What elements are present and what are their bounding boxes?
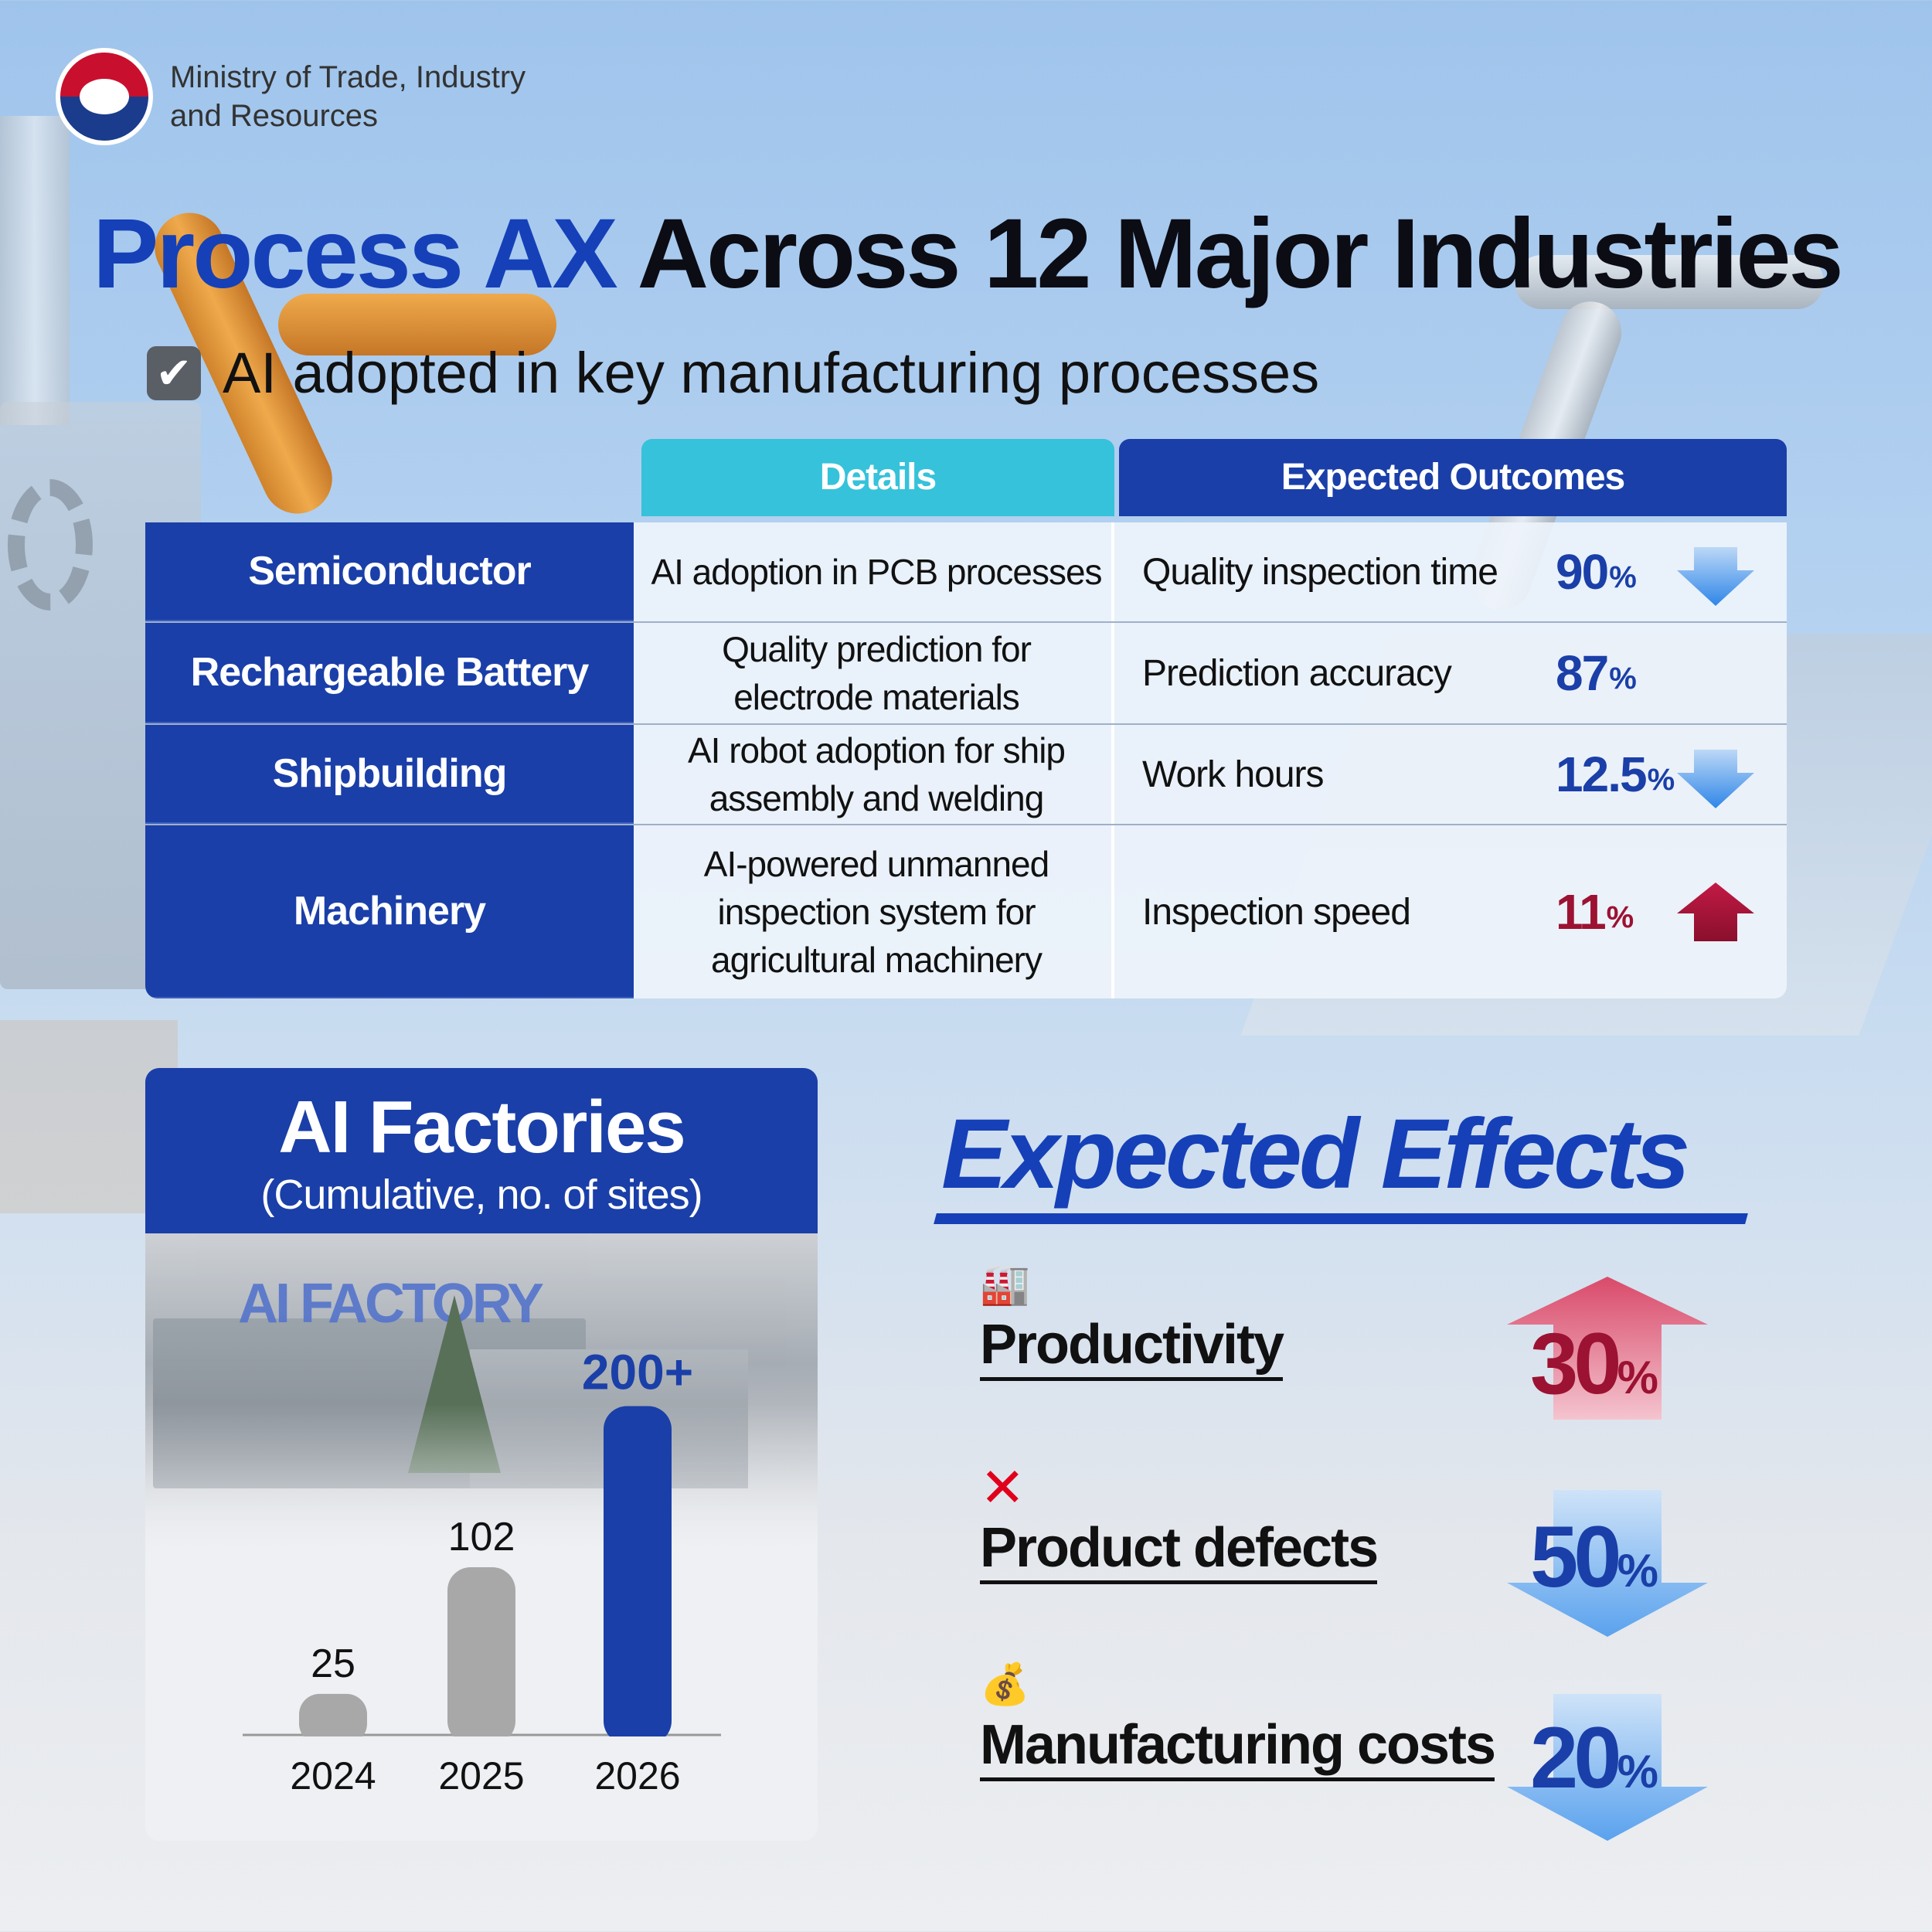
outcome-number: 12.5 <box>1556 747 1648 802</box>
effect-number: 30 <box>1530 1315 1622 1412</box>
page-title: Process AX Across 12 Major Industries <box>93 197 1844 311</box>
details-cell: AI adoption in PCB processes <box>641 522 1114 621</box>
outcome-number: 11 <box>1556 884 1607 940</box>
taegeuk-emblem-icon <box>56 48 153 145</box>
effect-unit: % <box>1617 1545 1658 1597</box>
table-body: Semiconductor AI adoption in PCB process… <box>145 522 1787 998</box>
subtitle-text: AI adopted in key manufacturing processe… <box>223 341 1320 405</box>
effect-product-defects: ✕ Product defects <box>980 1456 1379 1584</box>
big-arrow-down-icon <box>1507 1694 1708 1841</box>
outcome-cell: Inspection speed <box>1142 891 1411 933</box>
x-mark-icon: ✕ <box>980 1456 1026 1519</box>
table-row: Rechargeable Battery Quality prediction … <box>145 623 1787 725</box>
outcome-value: 90% <box>1556 522 1637 621</box>
ministry-name: Ministry of Trade, Industry and Resource… <box>170 58 526 135</box>
effect-number: 20 <box>1530 1709 1622 1806</box>
outcome-number: 87 <box>1556 645 1609 701</box>
x-tick-label: 2025 <box>438 1754 524 1798</box>
ai-factories-title: AI Factories <box>278 1086 686 1168</box>
page-subtitle: ✔ AI adopted in key manufacturing proces… <box>147 340 1319 406</box>
effect-value: 30% <box>1530 1314 1658 1413</box>
title-highlight: Process AX <box>93 199 618 309</box>
big-arrow-up-icon <box>1507 1277 1708 1420</box>
outcome-value: 11% <box>1556 825 1634 998</box>
outcome-cell: Work hours <box>1142 753 1325 795</box>
effect-unit: % <box>1617 1746 1658 1798</box>
background-machine-tower <box>0 116 70 425</box>
background-gear <box>8 479 93 611</box>
effect-manufacturing-costs: 💰 Manufacturing costs <box>980 1662 1496 1781</box>
outcome-number: 90 <box>1556 544 1609 600</box>
arrow-up-icon <box>1677 883 1754 941</box>
money-bag-icon: 💰 <box>980 1662 1030 1708</box>
ministry-name-line1: Ministry of Trade, Industry <box>170 60 526 94</box>
outcome-unit: % <box>1647 762 1675 797</box>
outcome-value: 12.5% <box>1556 725 1675 824</box>
outcome-cell: Prediction accuracy <box>1142 652 1452 694</box>
bar-value-label: 25 <box>311 1641 355 1686</box>
x-tick-label: 2024 <box>290 1754 376 1798</box>
bar-2026 <box>604 1406 672 1744</box>
expected-effects-title: Expected Effects <box>941 1099 1690 1209</box>
outcome-cell: Quality inspection time <box>1142 551 1498 593</box>
process-ax-table: Details Expected Outcomes Semiconductor … <box>145 439 1787 998</box>
header-details: Details <box>641 439 1114 516</box>
table-row: Shipbuilding AI robot adoption for ship … <box>145 725 1787 825</box>
ai-factories-subtitle: (Cumulative, no. of sites) <box>260 1172 702 1218</box>
effect-label: Product defects <box>980 1515 1379 1584</box>
ai-factories-header: AI Factories (Cumulative, no. of sites) <box>145 1068 818 1233</box>
bar-value-label: 200+ <box>582 1345 693 1400</box>
arrow-down-icon <box>1677 547 1754 606</box>
table-row: Machinery AI-powered unmanned inspection… <box>145 825 1787 998</box>
arrow-down-icon <box>1677 750 1754 808</box>
effect-label: Productivity <box>980 1312 1284 1381</box>
industry-cell: Semiconductor <box>145 522 634 621</box>
effect-value: 50% <box>1530 1507 1658 1607</box>
ministry-logo: Ministry of Trade, Industry and Resource… <box>56 48 526 145</box>
effect-label: Manufacturing costs <box>980 1713 1496 1781</box>
check-icon: ✔ <box>147 345 201 400</box>
details-cell: AI robot adoption for ship assembly and … <box>641 725 1114 824</box>
industry-cell: Machinery <box>145 825 634 998</box>
outcome-unit: % <box>1609 560 1637 594</box>
expected-effects-underline <box>934 1213 1748 1224</box>
outcome-unit: % <box>1609 661 1637 696</box>
ai-factories-card: AI Factories (Cumulative, no. of sites) … <box>145 1068 818 1841</box>
bar-2024 <box>299 1693 367 1744</box>
outcome-value: 87% <box>1556 623 1637 723</box>
factory-icon: 🏭 <box>980 1261 1030 1308</box>
bar-2025 <box>447 1567 515 1744</box>
details-cell: AI-powered unmanned inspection system fo… <box>641 825 1114 998</box>
x-tick-label: 2026 <box>594 1754 680 1798</box>
industry-cell: Rechargeable Battery <box>145 623 634 723</box>
outcome-unit: % <box>1606 900 1634 934</box>
header-expected-outcomes: Expected Outcomes <box>1119 439 1787 516</box>
effect-unit: % <box>1617 1352 1658 1403</box>
table-row: Semiconductor AI adoption in PCB process… <box>145 522 1787 623</box>
effect-productivity: 🏭 Productivity <box>980 1261 1284 1381</box>
effect-value: 20% <box>1530 1708 1658 1808</box>
big-arrow-down-icon <box>1507 1490 1708 1637</box>
bar-value-label: 102 <box>448 1515 515 1560</box>
ministry-name-line2: and Resources <box>170 99 379 133</box>
title-rest: Across 12 Major Industries <box>637 199 1844 309</box>
industry-cell: Shipbuilding <box>145 725 634 824</box>
effect-number: 50 <box>1530 1509 1622 1605</box>
ai-factories-bar-chart: 25 2024 102 2025 200+ 2026 <box>243 1345 721 1798</box>
details-cell: Quality prediction for electrode materia… <box>641 623 1114 723</box>
